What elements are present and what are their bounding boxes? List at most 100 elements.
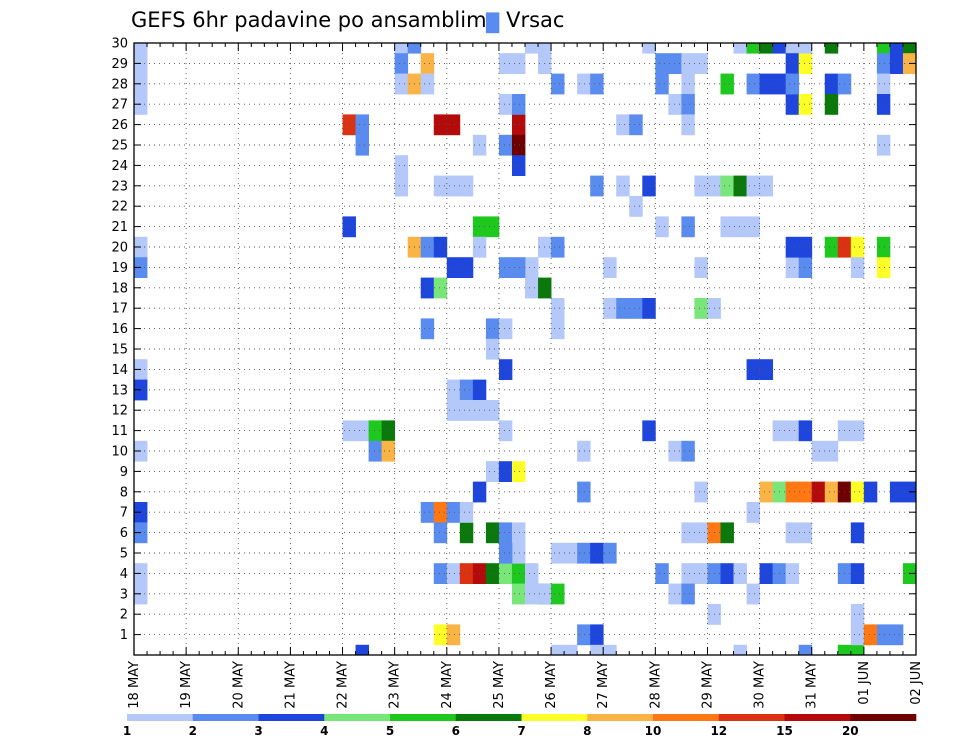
heatmap-cell [511, 522, 526, 544]
heatmap-cell [446, 175, 461, 197]
heatmap-cell [824, 440, 839, 462]
heatmap-cell [759, 73, 774, 95]
x-tick-label: 21 MAY [283, 661, 298, 709]
x-tick-label: 30 MAY [753, 661, 768, 709]
heatmap-cell [681, 563, 695, 584]
heatmap-cell [485, 522, 500, 544]
heatmap-cell [394, 43, 409, 54]
heatmap-cell [577, 440, 591, 462]
x-tick-label: 24 MAY [440, 661, 455, 709]
heatmap-cell [459, 400, 474, 421]
y-tick-label: 21 [111, 220, 128, 235]
heatmap-cell [498, 53, 513, 74]
heatmap-cell [394, 53, 409, 74]
heatmap-cell [433, 114, 448, 136]
heatmap-cell [837, 644, 852, 656]
heatmap-cell [420, 277, 435, 299]
y-tick-label: 30 [111, 37, 128, 52]
y-tick-label: 9 [120, 465, 128, 480]
heatmap-cell [577, 542, 591, 564]
heatmap-cell [446, 114, 461, 136]
heatmap-cell [590, 175, 604, 197]
heatmap-cell [798, 236, 813, 258]
heatmap-cell [876, 624, 891, 646]
colorbar-label: 20 [842, 724, 859, 738]
x-tick-label: 29 MAY [701, 661, 716, 709]
heatmap-cell [876, 53, 891, 74]
heatmap-cell [420, 53, 435, 74]
colorbar-label: 4 [320, 724, 328, 738]
heatmap-cell [798, 94, 813, 115]
heatmap-cell [498, 318, 513, 340]
heatmap-cell [720, 175, 734, 197]
colorbar-label: 8 [583, 724, 591, 738]
heatmap-cell [511, 53, 526, 74]
heatmap-cell [850, 257, 865, 278]
heatmap-cell [785, 481, 800, 503]
y-tick-label: 2 [120, 608, 128, 623]
heatmap-cell [824, 236, 839, 258]
heatmap-cell [355, 644, 369, 656]
heatmap-cell [355, 420, 369, 442]
heatmap-cell [889, 43, 904, 54]
heatmap-cell [668, 53, 682, 74]
heatmap-cell [746, 73, 760, 95]
heatmap-cell [772, 43, 787, 54]
heatmap-cell [733, 216, 747, 238]
y-tick-label: 10 [111, 445, 128, 460]
heatmap-cell [446, 502, 461, 523]
heatmap-cell [498, 134, 513, 156]
heatmap-cell [420, 502, 435, 523]
heatmap-cell [511, 563, 526, 584]
colorbar-label: 3 [254, 724, 262, 738]
heatmap-cell [720, 563, 734, 584]
heatmap-cell [850, 644, 865, 656]
heatmap-cell [433, 502, 448, 523]
y-tick-label: 12 [111, 404, 128, 419]
heatmap-cell [733, 563, 747, 584]
x-tick-label: 25 MAY [492, 661, 507, 709]
heatmap-cell [590, 542, 604, 564]
heatmap-cell [590, 73, 604, 95]
heatmap-cell [655, 73, 669, 95]
heatmap-cell [785, 522, 800, 544]
heatmap-cell [681, 216, 695, 238]
heatmap-cell [525, 43, 539, 54]
y-tick-label: 5 [120, 547, 128, 562]
heatmap-cell [511, 155, 526, 176]
heatmap-cell [355, 134, 369, 156]
colorbar-swatch [324, 714, 391, 721]
heatmap-cell [498, 420, 513, 442]
colorbar-swatch [850, 714, 917, 721]
y-tick-label: 26 [111, 118, 128, 133]
heatmap-cell [863, 481, 878, 503]
heatmap-cell [511, 114, 526, 136]
x-tick-label: 18 MAY [127, 661, 142, 709]
heatmap-cell [564, 542, 578, 564]
y-tick-label: 14 [111, 363, 128, 378]
heatmap-cell [551, 318, 565, 340]
heatmap-cell [459, 379, 474, 401]
heatmap-cell [485, 563, 500, 584]
heatmap-cell [798, 257, 813, 278]
heatmap-cell [577, 481, 591, 503]
heatmap-cell [668, 583, 682, 605]
heatmap-cell [733, 43, 747, 54]
heatmap-cell [394, 155, 409, 176]
heatmap-cell [511, 94, 526, 115]
y-tick-label: 13 [111, 383, 128, 398]
heatmap-cell [525, 257, 539, 278]
heatmap-cell [759, 43, 774, 54]
heatmap-cell [394, 175, 409, 197]
heatmap-cell [850, 563, 865, 584]
heatmap-cell [720, 522, 734, 544]
heatmap-cell [577, 624, 591, 646]
y-tick-label: 24 [111, 159, 128, 174]
heatmap-cell [485, 338, 500, 360]
heatmap-cell [694, 175, 708, 197]
heatmap-cell [485, 461, 500, 482]
heatmap-cell [538, 43, 552, 54]
heatmap-cell [655, 216, 669, 238]
heatmap-cell [511, 461, 526, 482]
